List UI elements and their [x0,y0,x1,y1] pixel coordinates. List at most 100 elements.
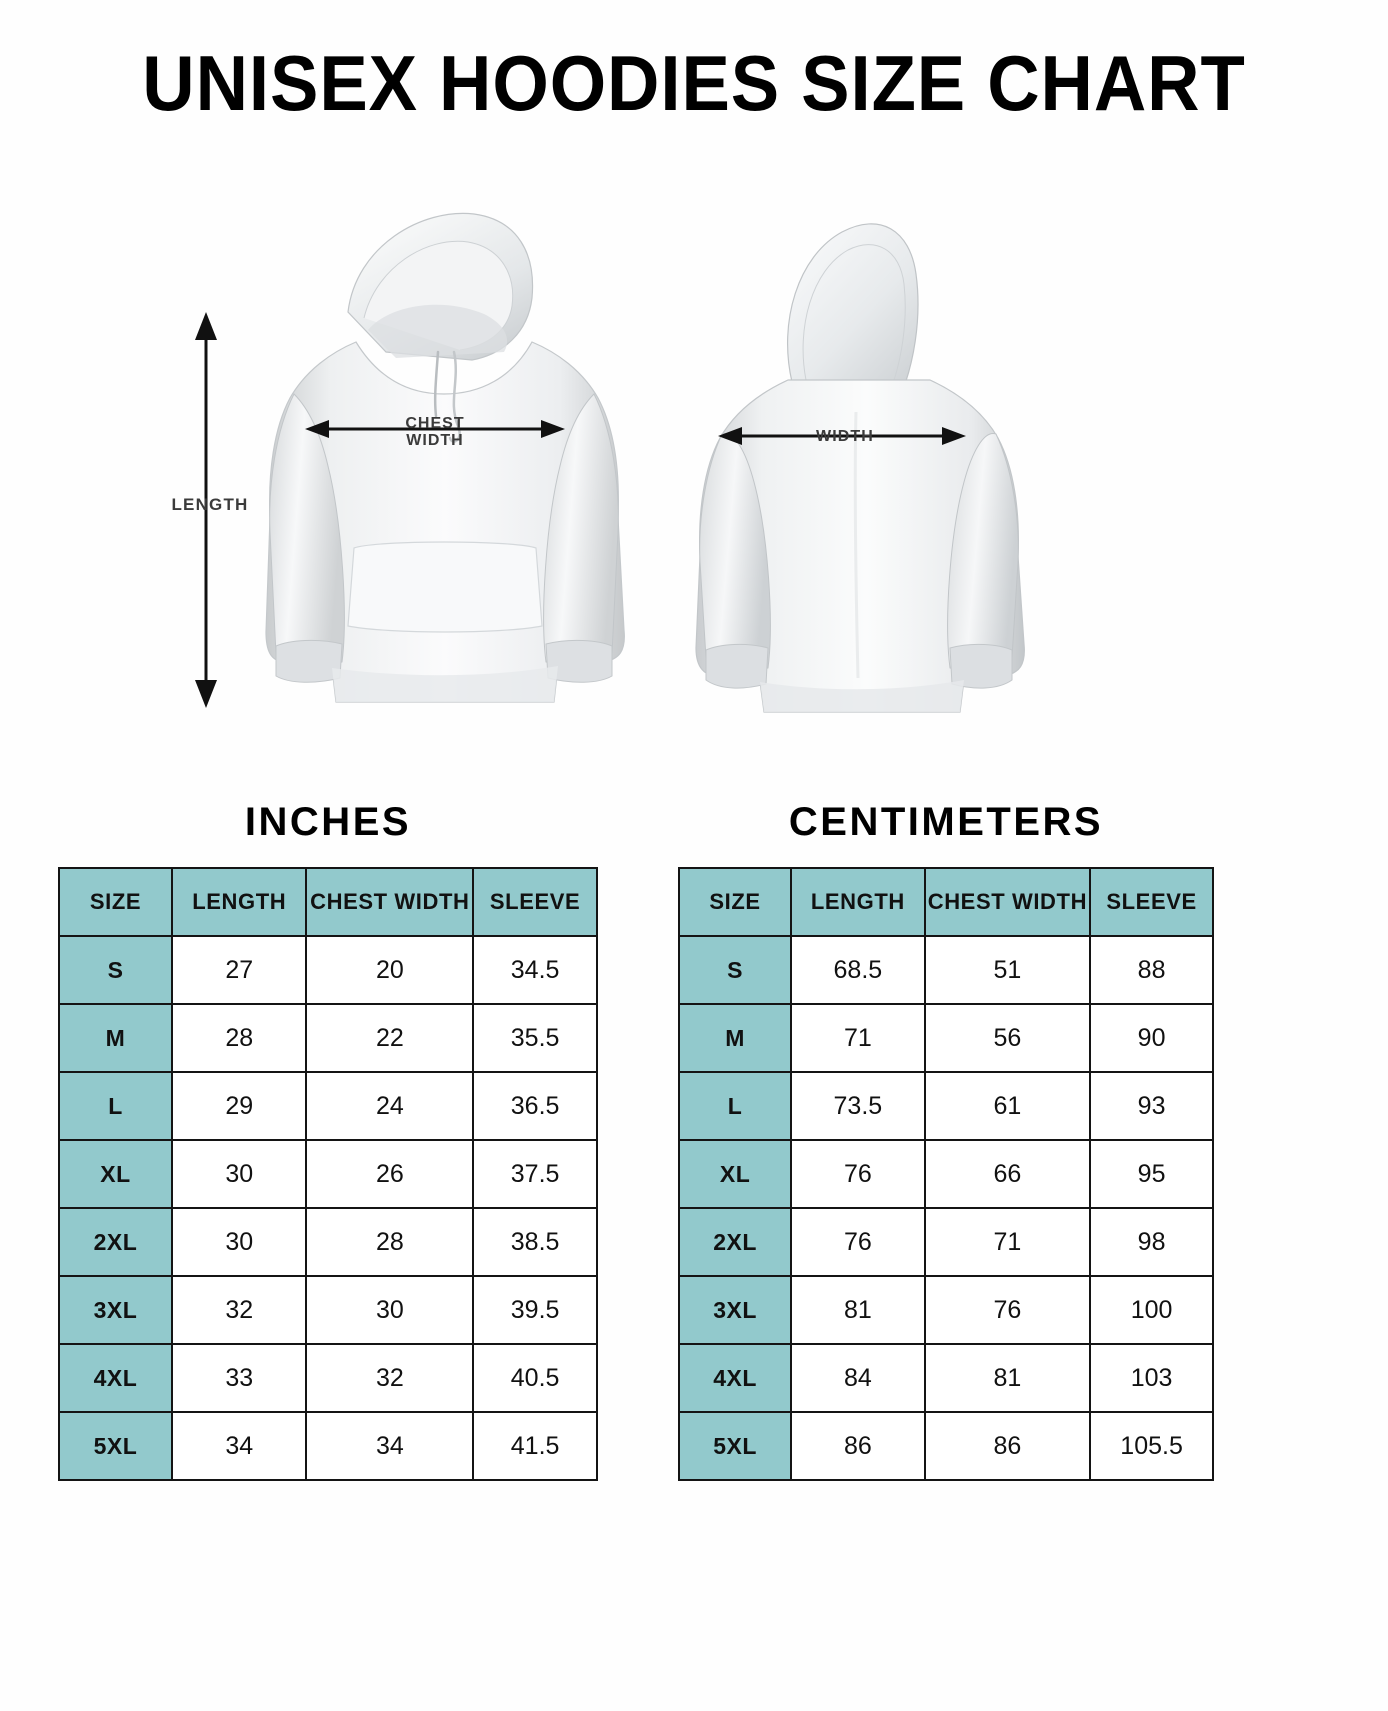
cell-sleeve: 90 [1089,1003,1214,1073]
hoodie-back-view-icon [695,223,1025,713]
cell-size: 2XL [677,1207,793,1277]
column-header-sleeve: SLEEVE [472,867,598,937]
cell-size: 3XL [58,1275,173,1345]
cell-length: 33 [170,1343,308,1413]
inches-title: INCHES [244,800,412,844]
page-title: UNISEX HOODIES SIZE CHART [142,39,1246,127]
cell-sleeve: 100 [1089,1275,1214,1345]
table-row: 4XL 33 32 40.5 [58,1343,598,1413]
cell-size: L [58,1071,173,1141]
centimeters-table: SIZE LENGTH CHEST WIDTH SLEEVE S 68.5 51… [677,867,1214,1481]
cell-sleeve: 40.5 [472,1343,598,1413]
cell-size: 5XL [58,1411,173,1481]
cell-chest-width: 20 [305,935,475,1005]
cell-chest-width: 26 [305,1139,475,1209]
width-arrow-icon [718,427,966,445]
cell-chest-width: 66 [923,1139,1092,1209]
cell-sleeve: 98 [1089,1207,1214,1277]
column-header-length: LENGTH [790,867,926,937]
cell-chest-width: 22 [305,1003,475,1073]
cell-sleeve: 38.5 [472,1207,598,1277]
column-header-chest-width: CHEST WIDTH [305,867,475,937]
cell-size: 4XL [677,1343,793,1413]
cell-sleeve: 93 [1089,1071,1214,1141]
table-row: L 29 24 36.5 [58,1071,598,1141]
column-header-chest-width: CHEST WIDTH [923,867,1092,937]
cell-length: 30 [170,1207,308,1277]
cell-length: 76 [790,1139,926,1209]
cell-size: XL [58,1139,173,1209]
column-header-length: LENGTH [170,867,308,937]
chest-width-label: CHEST WIDTH [370,415,500,450]
table-row: S 27 20 34.5 [58,935,598,1005]
cell-sleeve: 95 [1089,1139,1214,1209]
cell-sleeve: 35.5 [472,1003,598,1073]
table-row: 2XL 30 28 38.5 [58,1207,598,1277]
cell-size: 3XL [677,1275,793,1345]
cell-sleeve: 88 [1089,935,1214,1005]
table-row: L 73.5 61 93 [677,1071,1214,1141]
cell-length: 29 [170,1071,308,1141]
centimeters-table-block: CENTIMETERS SIZE LENGTH CHEST WIDTH SLEE… [677,800,1214,1481]
chest-width-arrow-icon [305,420,565,438]
cell-size: M [677,1003,793,1073]
cell-chest-width: 28 [305,1207,475,1277]
cell-size: S [677,935,793,1005]
cell-size: L [677,1071,793,1141]
cell-length: 30 [170,1139,308,1209]
column-header-size: SIZE [677,867,793,937]
cell-length: 73.5 [790,1071,926,1141]
length-label: LENGTH [171,495,249,514]
column-header-sleeve: SLEEVE [1089,867,1214,937]
table-row: XL 30 26 37.5 [58,1139,598,1209]
cell-length: 86 [790,1411,926,1481]
cell-sleeve: 105.5 [1089,1411,1214,1481]
cell-length: 32 [170,1275,308,1345]
length-arrow-icon [195,312,217,708]
cell-chest-width: 32 [305,1343,475,1413]
width-label: WIDTH [816,428,874,445]
cell-size: XL [677,1139,793,1209]
cell-sleeve: 41.5 [472,1411,598,1481]
cell-chest-width: 71 [923,1207,1092,1277]
cell-length: 68.5 [790,935,926,1005]
cell-chest-width: 76 [923,1275,1092,1345]
cell-chest-width: 61 [923,1071,1092,1141]
cell-chest-width: 81 [923,1343,1092,1413]
table-row: 5XL 34 34 41.5 [58,1411,598,1481]
cell-size: S [58,935,173,1005]
table-row: XL 76 66 95 [677,1139,1214,1209]
cell-sleeve: 37.5 [472,1139,598,1209]
cell-chest-width: 34 [305,1411,475,1481]
cell-sleeve: 103 [1089,1343,1214,1413]
table-header-row: SIZE LENGTH CHEST WIDTH SLEEVE [677,867,1214,937]
cell-chest-width: 51 [923,935,1092,1005]
table-row: 2XL 76 71 98 [677,1207,1214,1277]
centimeters-title: CENTIMETERS [788,800,1104,844]
cell-length: 27 [170,935,308,1005]
cell-chest-width: 86 [923,1411,1092,1481]
cell-sleeve: 39.5 [472,1275,598,1345]
cell-sleeve: 34.5 [472,935,598,1005]
cell-size: 5XL [677,1411,793,1481]
hoodie-front-view-icon [265,212,625,703]
table-row: 3XL 32 30 39.5 [58,1275,598,1345]
cell-length: 71 [790,1003,926,1073]
table-row: S 68.5 51 88 [677,935,1214,1005]
cell-sleeve: 36.5 [472,1071,598,1141]
table-header-row: SIZE LENGTH CHEST WIDTH SLEEVE [58,867,598,937]
cell-length: 84 [790,1343,926,1413]
measurement-diagram: LENGTH CHEST WIDTH WIDTH [0,170,1388,780]
table-row: 4XL 84 81 103 [677,1343,1214,1413]
cell-size: M [58,1003,173,1073]
table-row: 3XL 81 76 100 [677,1275,1214,1345]
cell-size: 4XL [58,1343,173,1413]
table-row: M 71 56 90 [677,1003,1214,1073]
cell-length: 76 [790,1207,926,1277]
inches-table: SIZE LENGTH CHEST WIDTH SLEEVE S 27 20 3… [58,867,598,1481]
inches-table-block: INCHES SIZE LENGTH CHEST WIDTH SLEEVE S … [58,800,598,1481]
cell-chest-width: 30 [305,1275,475,1345]
table-row: 5XL 86 86 105.5 [677,1411,1214,1481]
cell-chest-width: 56 [923,1003,1092,1073]
